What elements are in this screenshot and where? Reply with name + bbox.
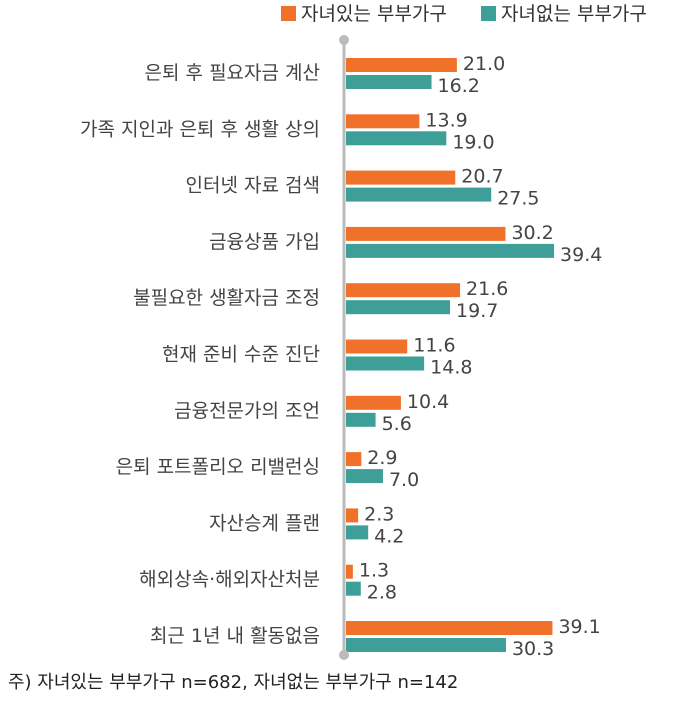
value-label: 21.6 bbox=[466, 278, 508, 300]
bar-without-children bbox=[346, 581, 361, 596]
legend-swatch-2 bbox=[481, 6, 496, 21]
bar-without-children bbox=[346, 469, 383, 484]
bar-with-children bbox=[346, 114, 420, 129]
value-label: 13.9 bbox=[425, 109, 467, 131]
category-label: 은퇴 후 필요자금 계산 bbox=[145, 62, 320, 84]
bar-with-children bbox=[346, 564, 353, 579]
bars-group bbox=[346, 58, 555, 652]
value-label: 20.7 bbox=[461, 166, 503, 188]
category-label: 자산승계 플랜 bbox=[209, 512, 320, 534]
value-label: 39.4 bbox=[560, 244, 602, 266]
bar-without-children bbox=[346, 525, 369, 540]
bar-without-children bbox=[346, 243, 555, 258]
bar-with-children bbox=[346, 508, 359, 523]
category-label: 가족 지인과 은퇴 후 생활 상의 bbox=[80, 118, 320, 140]
value-label: 14.8 bbox=[430, 357, 472, 379]
value-label: 1.3 bbox=[359, 560, 389, 582]
value-label: 7.0 bbox=[389, 469, 419, 491]
bar-without-children bbox=[346, 131, 447, 146]
bar-with-children bbox=[346, 170, 456, 185]
value-label: 30.2 bbox=[511, 222, 553, 244]
category-label: 최근 1년 내 활동없음 bbox=[150, 625, 320, 647]
value-label: 39.1 bbox=[558, 616, 600, 638]
bar-with-children bbox=[346, 339, 408, 354]
value-label: 2.8 bbox=[367, 582, 397, 604]
value-label: 2.9 bbox=[367, 447, 397, 469]
axis-group bbox=[339, 35, 349, 660]
value-label: 11.6 bbox=[413, 335, 455, 357]
bar-with-children bbox=[346, 58, 457, 72]
value-label: 2.3 bbox=[364, 503, 394, 525]
bar-with-children bbox=[346, 283, 461, 298]
category-label: 불필요한 생활자금 조정 bbox=[133, 287, 320, 309]
bar-without-children bbox=[346, 412, 376, 427]
category-label: 금융전문가의 조언 bbox=[174, 400, 320, 422]
legend: 자녀있는 부부가구 자녀없는 부부가구 bbox=[281, 3, 647, 25]
bar-with-children bbox=[346, 226, 506, 241]
value-label: 30.3 bbox=[512, 638, 554, 660]
bar-without-children bbox=[346, 300, 451, 315]
labels-group: 은퇴 후 필요자금 계산 21.016.2 가족 지인과 은퇴 후 생활 상의 13.… bbox=[80, 53, 602, 660]
bar-with-children bbox=[346, 395, 401, 410]
bar-without-children bbox=[346, 638, 506, 652]
value-label: 16.2 bbox=[438, 75, 480, 97]
value-label: 27.5 bbox=[497, 188, 539, 210]
category-label: 현재 준비 수준 진단 bbox=[162, 344, 320, 366]
category-label: 인터넷 자료 검색 bbox=[186, 175, 320, 197]
legend-label-1: 자녀있는 부부가구 bbox=[301, 3, 447, 25]
value-label: 4.2 bbox=[374, 525, 404, 547]
bar-without-children bbox=[346, 187, 492, 202]
bar-with-children bbox=[346, 452, 362, 467]
value-label: 5.6 bbox=[382, 413, 412, 435]
category-label: 은퇴 포트폴리오 리밸런싱 bbox=[116, 456, 320, 478]
category-label: 해외상속·해외자산처분 bbox=[139, 569, 320, 591]
legend-swatch-1 bbox=[281, 6, 296, 21]
bar-with-children bbox=[346, 621, 553, 635]
category-label: 금융상품 가입 bbox=[209, 231, 320, 253]
axis-top-dot bbox=[339, 35, 349, 45]
footnote: 주) 자녀있는 부부가구 n=682, 자녀없는 부부가구 n=142 bbox=[8, 672, 459, 693]
axis-bottom-dot bbox=[339, 650, 349, 660]
value-label: 21.0 bbox=[463, 53, 505, 75]
bar-without-children bbox=[346, 75, 432, 89]
value-label: 19.0 bbox=[452, 131, 494, 153]
value-label: 10.4 bbox=[407, 391, 449, 413]
legend-label-2: 자녀없는 부부가구 bbox=[501, 3, 647, 25]
value-label: 19.7 bbox=[456, 300, 498, 322]
bar-without-children bbox=[346, 356, 425, 371]
